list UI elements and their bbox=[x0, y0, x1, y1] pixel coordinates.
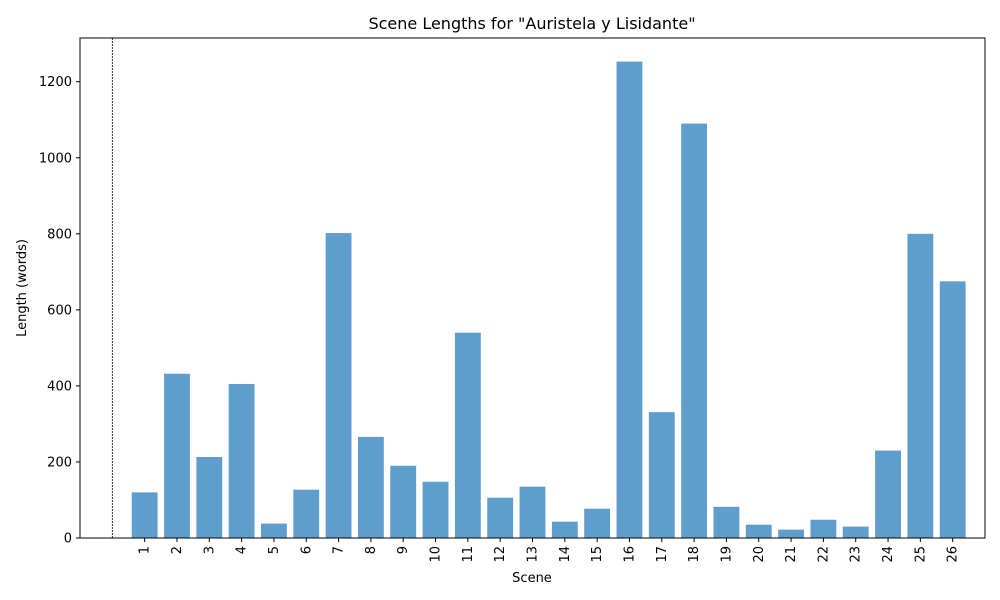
x-tick-label: 2 bbox=[170, 546, 185, 554]
bar-scene-25 bbox=[907, 233, 934, 538]
bar-scene-6 bbox=[293, 489, 320, 538]
x-tick-label: 23 bbox=[849, 546, 864, 563]
x-tick-label: 9 bbox=[396, 546, 411, 554]
x-tick-label: 3 bbox=[202, 546, 217, 554]
x-axis-label: Scene bbox=[512, 571, 552, 586]
x-tick-label: 18 bbox=[687, 546, 702, 563]
bar-scene-22 bbox=[810, 519, 837, 538]
x-tick-label: 6 bbox=[299, 546, 314, 554]
bar-scene-20 bbox=[745, 524, 772, 538]
bar-scene-4 bbox=[228, 384, 255, 538]
bar-scene-16 bbox=[616, 61, 643, 538]
x-tick-label: 4 bbox=[235, 546, 250, 554]
chart-title: Scene Lengths for "Auristela y Lisidante… bbox=[368, 14, 695, 33]
x-tick-label: 17 bbox=[655, 546, 670, 563]
x-tick-label: 15 bbox=[590, 546, 605, 563]
x-tick-label: 1 bbox=[138, 546, 153, 554]
x-tick-label: 12 bbox=[493, 546, 508, 563]
y-tick-label: 0 bbox=[64, 532, 72, 547]
bar-scene-24 bbox=[875, 450, 901, 538]
x-axis-ticks: 1 2 3 4 5 6 7 8 9 10 11 12 13 14 15 16 17 18 19 20 21 22 23 24 2… bbox=[138, 538, 961, 563]
x-tick-label: 13 bbox=[526, 546, 541, 563]
y-tick-label: 800 bbox=[47, 227, 72, 242]
y-axis-label: Length (words) bbox=[15, 239, 30, 337]
y-tick-label: 200 bbox=[47, 455, 72, 470]
bar-scene-8 bbox=[357, 436, 384, 538]
bar-scene-9 bbox=[390, 465, 417, 538]
x-tick-label: 20 bbox=[752, 546, 767, 563]
bar-scene-3 bbox=[196, 457, 223, 538]
bar-scene-1 bbox=[131, 492, 158, 538]
x-tick-label: 19 bbox=[719, 546, 734, 563]
x-tick-label: 10 bbox=[429, 546, 444, 563]
x-tick-label: 26 bbox=[946, 546, 961, 563]
bar-scene-12 bbox=[487, 497, 514, 538]
bar-scene-17 bbox=[648, 412, 675, 538]
x-tick-label: 11 bbox=[461, 546, 476, 563]
x-tick-label: 16 bbox=[622, 546, 637, 563]
bar-scene-10 bbox=[422, 481, 449, 538]
y-tick-label: 400 bbox=[47, 379, 72, 394]
bar-scene-14 bbox=[551, 521, 578, 538]
bar-scene-23 bbox=[842, 526, 869, 538]
x-tick-label: 24 bbox=[881, 546, 896, 563]
x-tick-label: 25 bbox=[913, 546, 928, 563]
x-tick-label: 8 bbox=[364, 546, 379, 554]
plot-frame bbox=[79, 37, 986, 539]
x-tick-label: 21 bbox=[784, 546, 799, 563]
y-tick-label: 600 bbox=[47, 303, 72, 318]
y-tick-label: 1200 bbox=[39, 75, 72, 90]
bar-scene-2 bbox=[164, 373, 190, 538]
bars-group bbox=[131, 61, 966, 538]
x-tick-label: 5 bbox=[267, 546, 282, 554]
y-tick-label: 1000 bbox=[39, 151, 72, 166]
bar-scene-5 bbox=[261, 523, 287, 538]
bar-scene-13 bbox=[519, 486, 546, 538]
x-tick-label: 22 bbox=[816, 546, 831, 563]
bar-scene-21 bbox=[778, 529, 804, 538]
x-tick-label: 7 bbox=[332, 546, 347, 554]
bar-scene-15 bbox=[584, 508, 611, 538]
x-tick-label: 14 bbox=[558, 546, 573, 563]
bar-scene-19 bbox=[713, 506, 740, 538]
bar-scene-26 bbox=[939, 281, 966, 538]
bar-scene-7 bbox=[325, 233, 352, 538]
bar-scene-11 bbox=[454, 332, 481, 538]
bar-scene-18 bbox=[681, 123, 708, 538]
y-axis-ticks: 0 200 400 600 800 1000 1200 bbox=[39, 75, 80, 547]
